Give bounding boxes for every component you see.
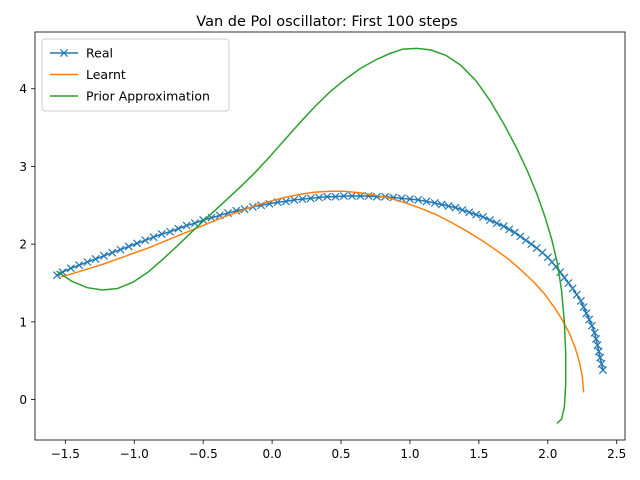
- series-line-real: [56, 195, 604, 371]
- data-point-marker: [510, 228, 519, 237]
- data-point-marker: [543, 253, 552, 262]
- data-point-marker: [223, 209, 233, 218]
- x-tick-label: 1.5: [469, 447, 488, 461]
- data-point-marker: [108, 248, 117, 257]
- x-tick-label: 0.5: [331, 447, 350, 461]
- x-tick-label: −1.5: [51, 447, 80, 461]
- data-point-marker: [585, 315, 594, 324]
- data-point-marker: [99, 251, 108, 260]
- data-point-marker: [83, 258, 92, 267]
- data-point-marker: [190, 219, 199, 228]
- x-tick-label: −0.5: [189, 447, 218, 461]
- y-tick-label: 4: [19, 82, 27, 96]
- data-point-marker: [323, 192, 332, 201]
- data-point-marker: [182, 221, 191, 230]
- data-point-marker: [590, 328, 599, 337]
- legend-label-real: Real: [86, 46, 113, 61]
- data-point-marker: [66, 264, 75, 273]
- data-point-marker: [166, 227, 175, 236]
- data-point-marker: [598, 366, 607, 375]
- data-point-marker: [492, 219, 501, 228]
- y-tick-label: 1: [19, 315, 27, 329]
- data-point-marker: [290, 195, 299, 204]
- data-point-marker: [516, 232, 525, 241]
- legend-label-prior-approximation: Prior Approximation: [86, 89, 210, 104]
- x-tick-label: 1.0: [400, 447, 419, 461]
- data-point-marker: [587, 321, 596, 330]
- data-point-marker: [157, 230, 166, 239]
- data-point-marker: [572, 290, 581, 299]
- data-point-marker: [174, 224, 183, 233]
- data-point-marker: [538, 248, 547, 257]
- y-tick-label: 0: [19, 393, 27, 407]
- data-point-marker: [124, 242, 133, 251]
- y-tick-label: 2: [19, 238, 27, 252]
- data-point-marker: [116, 245, 125, 254]
- data-point-marker: [422, 197, 431, 206]
- data-point-marker: [430, 198, 439, 207]
- x-tick-label: 0.0: [263, 447, 282, 461]
- x-tick-label: 2.0: [538, 447, 557, 461]
- data-point-marker: [582, 309, 591, 318]
- data-point-marker: [593, 341, 602, 350]
- data-point-marker: [451, 203, 460, 212]
- data-point-marker: [91, 254, 100, 263]
- data-point-marker: [414, 195, 423, 204]
- data-point-marker: [596, 353, 605, 362]
- x-tick-label: −1.0: [120, 447, 149, 461]
- data-point-marker: [597, 359, 606, 368]
- data-point-marker: [314, 193, 323, 202]
- data-point-marker: [281, 197, 290, 206]
- data-point-marker: [141, 236, 150, 245]
- data-point-marker: [527, 240, 536, 249]
- data-point-marker: [579, 303, 588, 312]
- data-point-marker: [521, 236, 530, 245]
- y-tick-label: 3: [19, 160, 27, 174]
- data-point-marker: [478, 212, 488, 221]
- data-point-marker: [532, 244, 541, 253]
- data-point-marker: [560, 273, 569, 282]
- x-tick-label: 2.5: [607, 447, 626, 461]
- chart-title: Van de Pol oscillator: First 100 steps: [196, 14, 457, 30]
- data-point-marker: [576, 296, 585, 305]
- data-point-marker: [485, 216, 494, 225]
- data-point-marker: [592, 334, 601, 343]
- data-point-marker: [132, 239, 142, 248]
- legend: Real Learnt Prior Approximation: [41, 38, 230, 112]
- legend-box: [41, 38, 230, 112]
- data-point-marker: [564, 278, 573, 288]
- data-point-marker: [58, 268, 67, 277]
- data-point-marker: [444, 202, 453, 211]
- data-point-marker: [298, 195, 307, 204]
- series-line-learnt: [60, 190, 585, 393]
- data-point-marker: [348, 191, 357, 201]
- data-point-marker: [405, 195, 414, 204]
- data-point-marker: [594, 347, 603, 356]
- legend-label-learnt: Learnt: [86, 67, 126, 82]
- data-point-marker: [472, 210, 481, 219]
- legend-marker-icon: [59, 48, 69, 58]
- data-point-marker: [437, 200, 446, 209]
- data-point-marker: [505, 225, 514, 234]
- y-axis: 0 1 2 3 4: [19, 82, 35, 407]
- data-point-marker: [331, 192, 340, 201]
- x-axis: −1.5 −1.0 −0.5 0.0 0.5 1.0 1.5 2.0 2.5: [51, 440, 626, 461]
- data-point-marker: [499, 222, 508, 231]
- data-point-marker: [568, 284, 577, 293]
- data-point-marker: [75, 261, 84, 270]
- data-point-marker: [149, 233, 158, 242]
- data-point-marker: [339, 191, 348, 201]
- series-line-prior-approximation: [56, 47, 567, 424]
- plot-frame: [34, 31, 626, 441]
- data-point-marker: [306, 194, 315, 203]
- data-point-marker: [465, 208, 474, 217]
- data-point-marker: [458, 205, 467, 214]
